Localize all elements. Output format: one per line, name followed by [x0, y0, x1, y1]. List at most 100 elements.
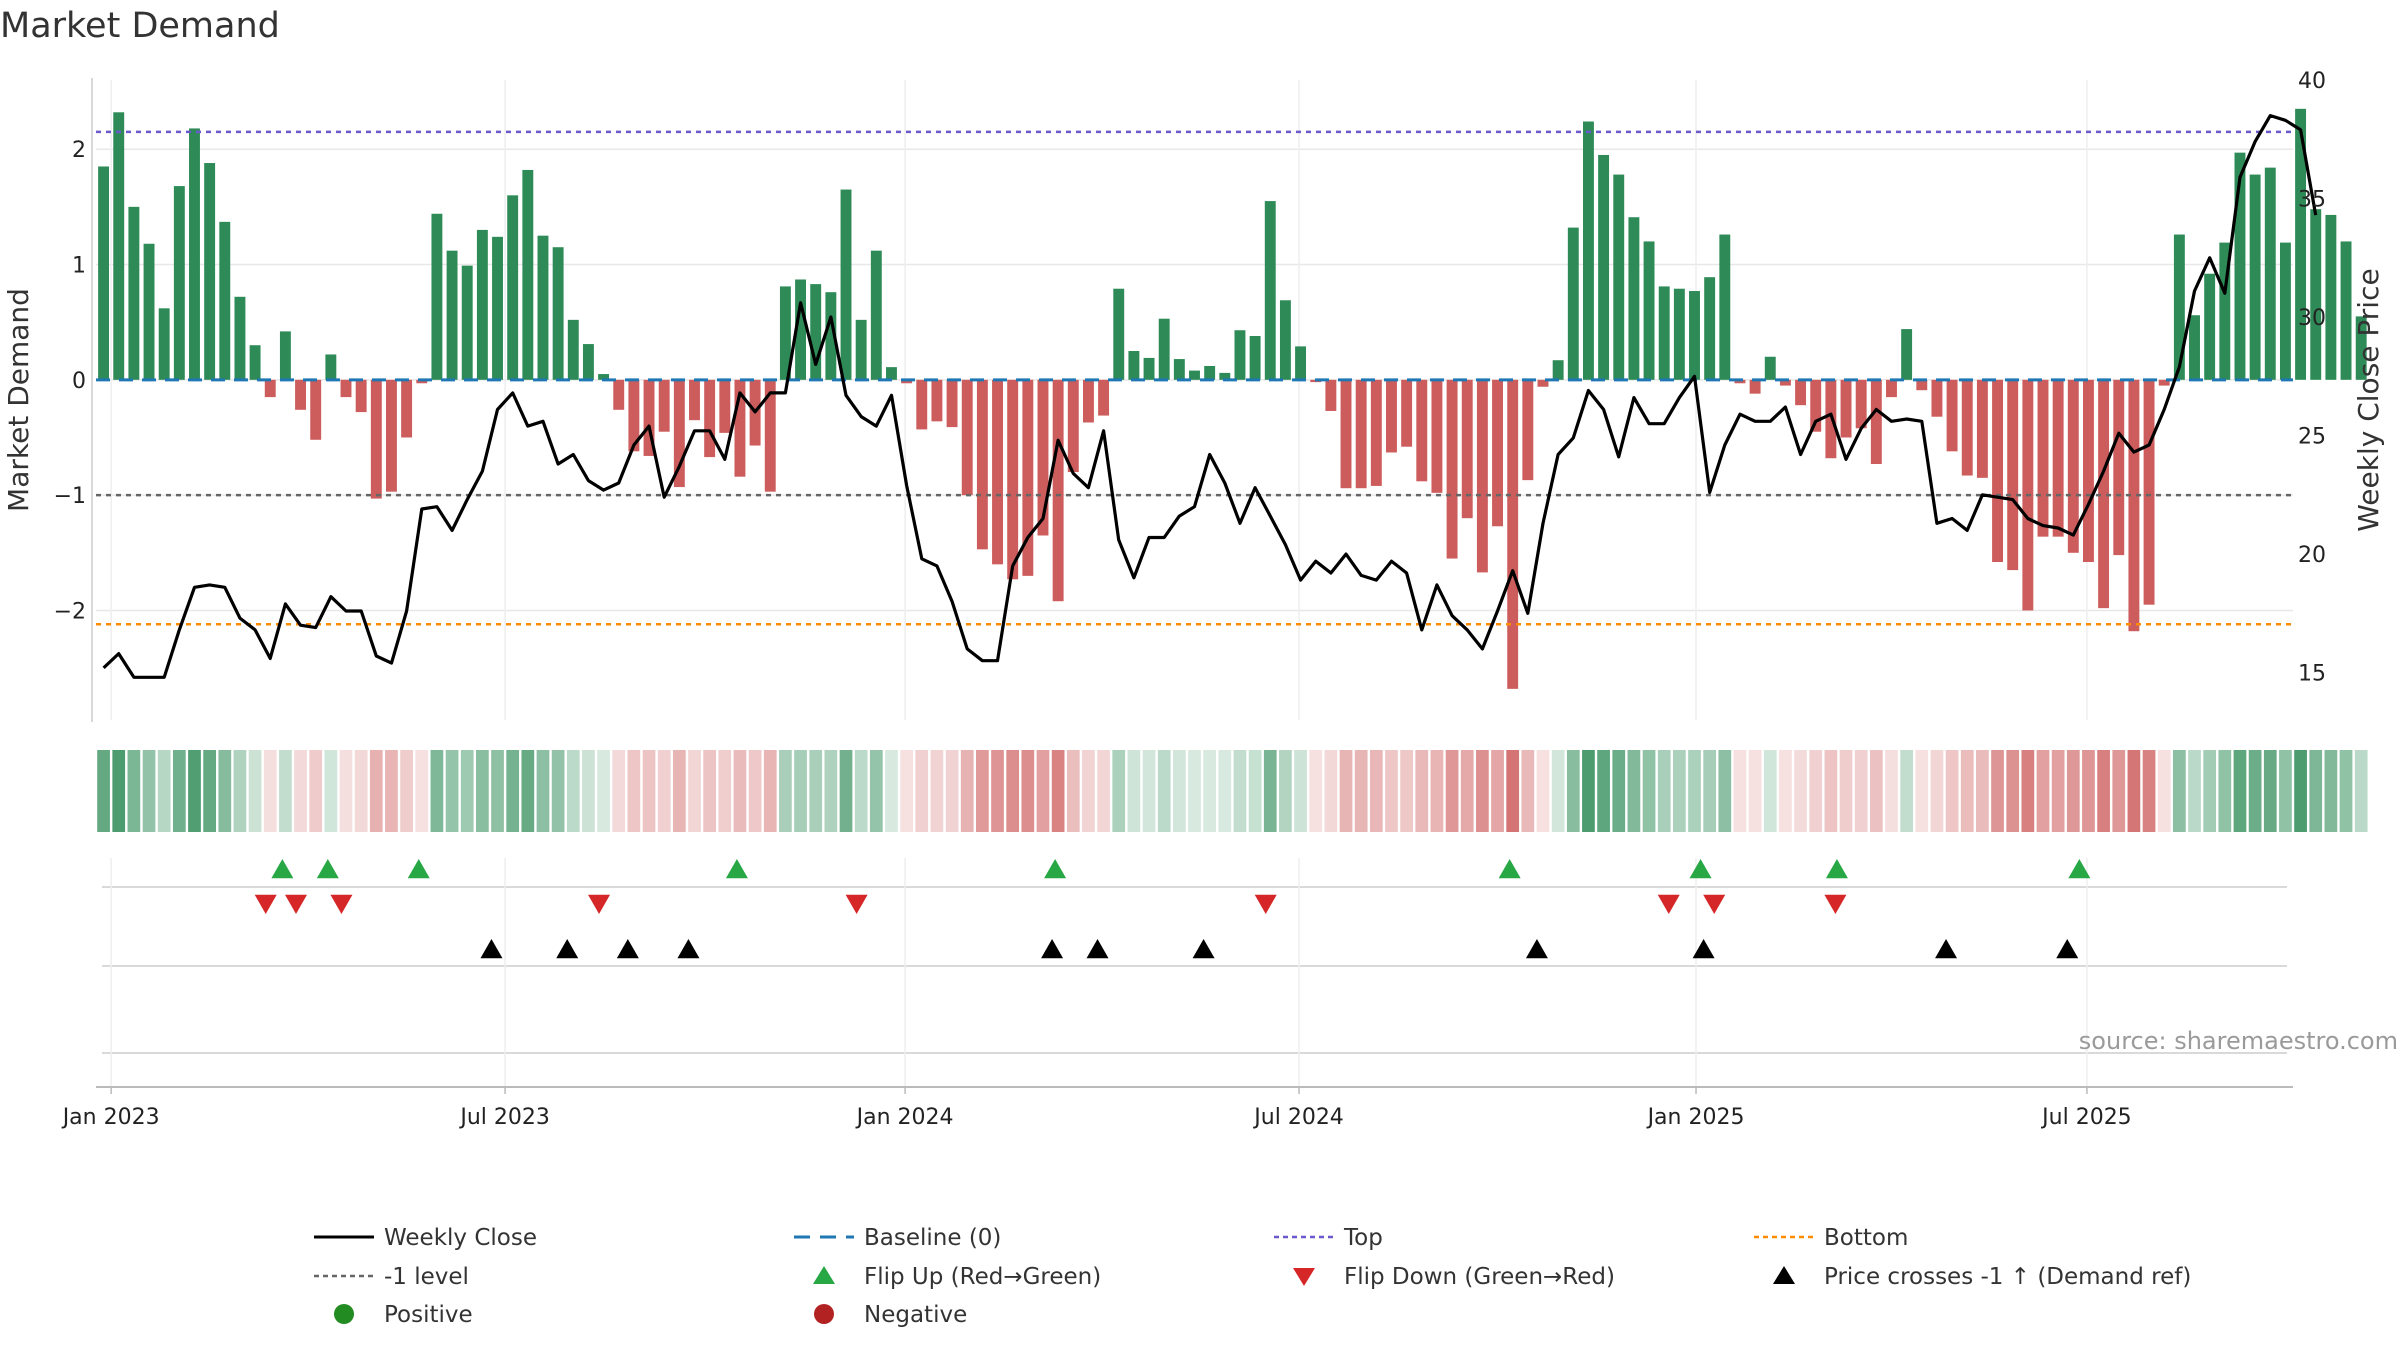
demand-bar — [2067, 379, 2079, 553]
flip-down-marker — [285, 894, 308, 914]
demand-bar — [840, 189, 852, 380]
heat-cell — [1506, 750, 1520, 832]
heat-cell — [1066, 750, 1080, 832]
heat-cell — [960, 750, 974, 832]
demand-bar — [946, 379, 958, 428]
demand-bar — [689, 379, 700, 421]
heat-cell — [415, 750, 429, 832]
heat-cell — [1612, 750, 1626, 832]
heat-cell — [991, 750, 1004, 832]
heat-cell — [900, 750, 913, 832]
heat-cell — [1915, 750, 1929, 832]
heat-cell — [1369, 750, 1383, 832]
demand-bar — [916, 379, 928, 430]
heat-cell — [2248, 750, 2262, 832]
heat-cell — [188, 750, 201, 832]
demand-bar — [386, 379, 397, 492]
demand-bar — [2204, 273, 2216, 380]
flip-up-marker — [407, 859, 430, 879]
heat-cell — [1097, 750, 1110, 832]
demand-bar — [2082, 379, 2094, 563]
demand-bar — [1264, 201, 1276, 380]
heat-cell — [1748, 750, 1762, 832]
heat-cell — [1521, 750, 1535, 832]
demand-bar — [1552, 360, 1564, 380]
demand-bar — [1946, 379, 1958, 452]
demand-bar — [1976, 379, 1988, 478]
demand-bar — [1492, 379, 1503, 527]
heat-cell — [869, 750, 883, 832]
heat-cell — [400, 750, 413, 832]
heat-cell — [854, 750, 868, 832]
legend-item: Flip Up (Red→Green) — [813, 1264, 1101, 1290]
demand-bar — [461, 265, 473, 380]
flip-up-marker — [271, 859, 294, 879]
demand-bar — [1461, 379, 1473, 519]
demand-bar — [1734, 379, 1746, 384]
demand-bar — [189, 128, 200, 380]
demand-bar — [204, 163, 216, 380]
legend-label: Top — [1343, 1225, 1383, 1251]
demand-bar — [1219, 372, 1231, 380]
demand-bar — [779, 286, 791, 380]
heat-cell — [2142, 750, 2156, 832]
heat-cell — [718, 750, 732, 832]
heat-cell — [218, 750, 232, 832]
flip-down-marker — [1657, 894, 1680, 914]
heat-cell — [1248, 750, 1262, 832]
heat-cell — [945, 750, 959, 832]
heat-cell — [1945, 750, 1959, 832]
demand-bar — [249, 345, 261, 380]
y2-tick-label: 40 — [2298, 69, 2326, 94]
demand-bar — [1598, 154, 1610, 380]
demand-bar — [2249, 174, 2261, 380]
heat-cell — [2097, 750, 2110, 832]
heat-cell — [142, 750, 156, 832]
heat-cell — [2354, 750, 2368, 832]
demand-bar — [1173, 359, 1185, 380]
demand-bar — [2219, 242, 2231, 380]
demand-bar — [173, 186, 185, 380]
legend-item: Baseline (0) — [794, 1225, 1001, 1251]
flip-down-marker — [1254, 894, 1277, 914]
heat-cell — [2082, 750, 2095, 832]
heat-cell — [1733, 750, 1747, 832]
demand-bar — [1401, 379, 1413, 447]
flip-down-marker — [254, 894, 277, 914]
heat-cell — [1415, 750, 1429, 832]
price-cross-marker — [616, 939, 639, 959]
heat-cell — [2066, 750, 2080, 832]
demand-bar — [1007, 379, 1019, 580]
heat-cell — [1763, 750, 1777, 832]
heat-cell — [597, 750, 610, 832]
heat-cell — [794, 750, 807, 832]
heat-cell — [112, 750, 126, 832]
heat-cell — [1794, 750, 1807, 832]
demand-bar — [1249, 336, 1261, 380]
legend-item: Negative — [814, 1302, 967, 1328]
heat-cell — [1218, 750, 1232, 832]
heat-cell — [1824, 750, 1838, 832]
heat-cell — [385, 750, 398, 832]
demand-bar — [113, 112, 125, 380]
demand-bar — [310, 379, 322, 440]
price-cross-marker — [480, 939, 503, 959]
legend-item: Positive — [334, 1302, 473, 1328]
legend-item: Weekly Close — [314, 1225, 537, 1251]
heat-cell — [582, 750, 595, 832]
heat-cell — [885, 750, 898, 832]
x-tick-label: Jan 2025 — [1646, 1105, 1745, 1130]
x-tick-label: Jan 2023 — [61, 1105, 160, 1130]
heat-cell — [1491, 750, 1504, 832]
heat-cell — [521, 750, 535, 832]
heat-cell — [2203, 750, 2217, 832]
demand-bar — [1855, 379, 1867, 429]
heat-cell — [279, 750, 292, 832]
demand-bar — [1446, 379, 1458, 559]
heat-cell — [97, 750, 110, 832]
heat-cell — [354, 750, 368, 832]
heat-cell — [1142, 750, 1156, 832]
heat-cell — [1339, 750, 1353, 832]
legend-swatch — [334, 1304, 354, 1324]
demand-bar — [1779, 379, 1791, 386]
